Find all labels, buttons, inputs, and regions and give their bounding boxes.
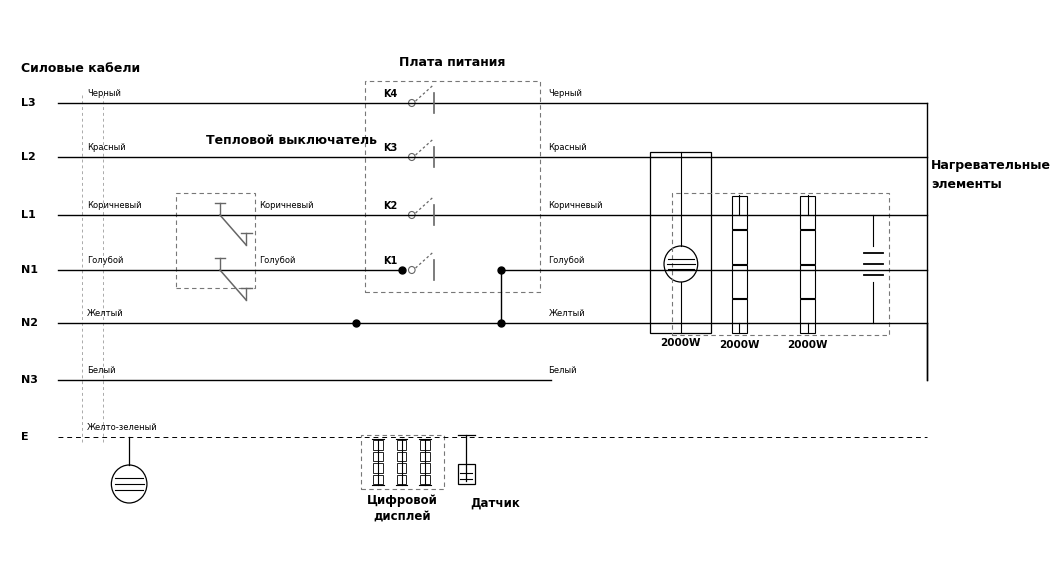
Text: Голубой: Голубой bbox=[548, 256, 585, 265]
Text: Коричневый: Коричневый bbox=[87, 201, 141, 210]
Bar bbox=[732, 299, 747, 332]
Bar bbox=[374, 440, 382, 450]
Bar bbox=[421, 440, 429, 450]
Bar bbox=[732, 230, 747, 264]
Bar bbox=[397, 440, 406, 450]
Text: Белый: Белый bbox=[548, 366, 577, 375]
Bar bbox=[458, 464, 475, 484]
Text: Силовые кабели: Силовые кабели bbox=[20, 62, 140, 75]
Bar bbox=[397, 463, 406, 472]
Bar bbox=[421, 475, 429, 484]
Bar bbox=[732, 264, 747, 298]
Text: Белый: Белый bbox=[87, 366, 116, 375]
Text: N2: N2 bbox=[20, 318, 37, 328]
Bar bbox=[800, 230, 816, 264]
Bar bbox=[650, 152, 712, 333]
Text: Коричневый: Коричневый bbox=[548, 201, 603, 210]
Text: Красный: Красный bbox=[87, 143, 125, 152]
Text: Красный: Красный bbox=[548, 143, 587, 152]
Text: Коричневый: Коричневый bbox=[259, 201, 313, 210]
Text: Нагревательные
элементы: Нагревательные элементы bbox=[931, 160, 1051, 190]
Bar bbox=[374, 463, 382, 472]
Bar bbox=[421, 451, 429, 461]
Bar bbox=[800, 264, 816, 298]
Bar bbox=[365, 81, 539, 292]
Text: Цифровой
дисплей: Цифровой дисплей bbox=[367, 494, 438, 523]
Text: N3: N3 bbox=[20, 375, 37, 385]
Text: L3: L3 bbox=[20, 98, 35, 108]
Bar bbox=[397, 475, 406, 484]
Bar bbox=[421, 463, 429, 472]
Text: K4: K4 bbox=[383, 89, 398, 99]
Text: 2000W: 2000W bbox=[661, 338, 701, 348]
Bar bbox=[397, 451, 406, 461]
Text: Желтый: Желтый bbox=[87, 309, 123, 318]
Bar bbox=[374, 475, 382, 484]
Text: L2: L2 bbox=[20, 152, 35, 162]
Text: K1: K1 bbox=[383, 256, 398, 266]
Text: Черный: Черный bbox=[548, 89, 582, 98]
Text: K2: K2 bbox=[383, 201, 398, 211]
Text: 2000W: 2000W bbox=[719, 340, 759, 350]
Text: Плата питания: Плата питания bbox=[399, 56, 506, 69]
Text: Голубой: Голубой bbox=[87, 256, 123, 265]
Text: Голубой: Голубой bbox=[259, 256, 295, 265]
Bar bbox=[361, 435, 444, 489]
Text: Желтый: Желтый bbox=[548, 309, 585, 318]
Text: K3: K3 bbox=[383, 143, 398, 153]
Text: Желто-зеленый: Желто-зеленый bbox=[87, 423, 157, 432]
Bar bbox=[672, 193, 889, 335]
Bar bbox=[732, 196, 747, 229]
Text: Тепловой выключатель: Тепловой выключатель bbox=[206, 134, 377, 147]
Bar bbox=[800, 196, 816, 229]
Text: Черный: Черный bbox=[87, 89, 121, 98]
Bar bbox=[374, 451, 382, 461]
Text: 2000W: 2000W bbox=[787, 340, 828, 350]
Text: L1: L1 bbox=[20, 210, 35, 220]
Bar bbox=[800, 299, 816, 332]
Text: N1: N1 bbox=[20, 265, 37, 275]
Bar bbox=[176, 193, 255, 288]
Text: E: E bbox=[20, 432, 29, 442]
Text: Датчик: Датчик bbox=[469, 497, 519, 510]
